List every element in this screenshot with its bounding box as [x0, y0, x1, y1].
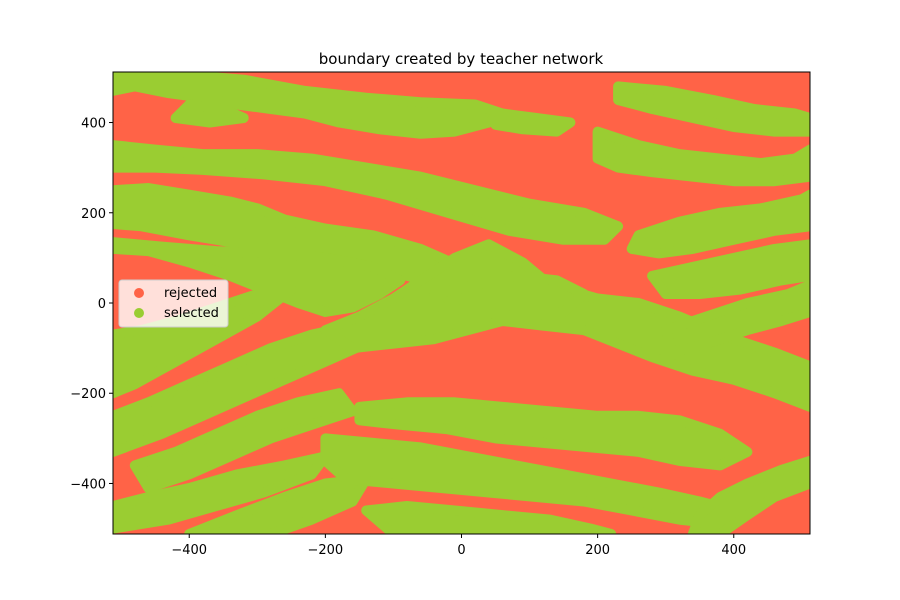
y-tick-label: −400	[70, 477, 106, 492]
legend-label-selected: selected	[164, 306, 219, 321]
x-tick-label: −200	[308, 543, 344, 558]
selected-region-21	[429, 270, 589, 322]
y-axis: 400 200 0 −200 −400	[70, 117, 113, 492]
y-tick-label: 200	[81, 207, 106, 222]
x-tick-label: −400	[171, 543, 207, 558]
legend: rejected selected	[118, 279, 229, 328]
selected-region-9	[320, 239, 810, 412]
x-tick-label: 200	[585, 543, 610, 558]
x-tick-label: 0	[457, 543, 465, 558]
selected-region-13	[687, 455, 810, 534]
legend-marker-rejected	[134, 288, 144, 298]
selected-region-6	[129, 388, 358, 493]
selected-region-7	[113, 451, 331, 534]
selected-region-12	[361, 501, 617, 534]
selected-region-10	[354, 397, 753, 471]
selected-region-3	[113, 237, 406, 317]
x-axis: −400 −200 0 200 400	[171, 534, 746, 558]
selected-region-20	[490, 108, 576, 137]
legend-label-rejected: rejected	[164, 286, 217, 301]
y-tick-label: −200	[70, 387, 106, 402]
selected-region-19	[170, 99, 249, 128]
selected-region-14	[592, 126, 810, 187]
x-tick-label: 400	[721, 543, 746, 558]
legend-box	[118, 279, 229, 328]
y-tick-label: 0	[98, 297, 106, 312]
chart-title: boundary created by teacher network	[319, 50, 604, 68]
plot-area	[113, 72, 810, 534]
selected-region-16	[626, 189, 810, 259]
selected-region-17	[647, 239, 810, 299]
selected-region-18	[660, 280, 810, 358]
y-tick-label: 400	[81, 117, 106, 132]
selected-region-1	[113, 140, 624, 245]
selected-regions	[113, 72, 810, 534]
legend-marker-selected	[134, 308, 144, 318]
selected-region-0	[113, 72, 508, 139]
selected-region-15	[613, 81, 810, 137]
